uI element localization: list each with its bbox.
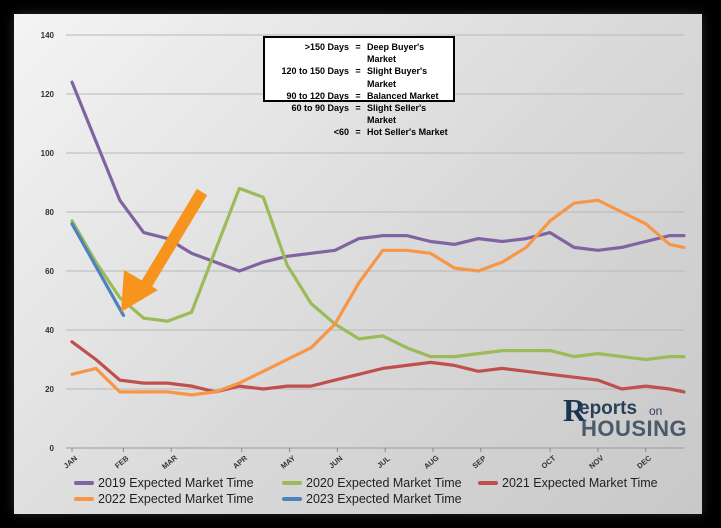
y-axis-ticks: 0 20 40 60 80 100 120 140 bbox=[41, 31, 55, 453]
series-line-2022 bbox=[70, 198, 686, 397]
y-tick-label: 140 bbox=[41, 31, 55, 40]
logo-r: R bbox=[563, 392, 587, 428]
key-equals: = bbox=[355, 90, 361, 101]
legend-label: 2023 Expected Market Time bbox=[306, 492, 462, 506]
x-tick-label: MAY bbox=[279, 454, 297, 471]
arrow-shaft bbox=[137, 188, 208, 294]
x-tick-label: MAR bbox=[160, 453, 179, 471]
series-line-2021 bbox=[70, 340, 686, 394]
legend-item-2022: 2022 Expected Market Time bbox=[74, 492, 254, 506]
legend-label: 2022 Expected Market Time bbox=[98, 492, 254, 506]
logo-on: on bbox=[649, 404, 663, 418]
key-range: 90 to 120 Days bbox=[286, 90, 349, 101]
y-tick-label: 80 bbox=[45, 208, 54, 217]
legend-swatch bbox=[282, 481, 302, 485]
market-key-box: >150 Days = Deep Buyer's Market 120 to 1… bbox=[263, 36, 455, 137]
y-tick-label: 40 bbox=[45, 326, 54, 335]
key-range: 60 to 90 Days bbox=[291, 103, 349, 114]
x-tick-label: NOV bbox=[587, 453, 605, 470]
key-label: Balanced Market bbox=[367, 90, 439, 101]
annotation-arrow bbox=[121, 188, 208, 312]
key-equals: = bbox=[355, 66, 361, 77]
y-tick-label: 20 bbox=[45, 385, 54, 394]
x-tick-label: JAN bbox=[62, 454, 79, 471]
key-row: 90 to 120 Days = Balanced Market bbox=[269, 90, 449, 102]
key-label: Hot Seller's Market bbox=[367, 127, 448, 138]
key-range: <60 bbox=[333, 127, 349, 138]
legend-swatch bbox=[282, 497, 302, 501]
x-tick-label: SEP bbox=[471, 454, 488, 471]
legend-item-2019: 2019 Expected Market Time bbox=[74, 476, 254, 490]
legend-label: 2019 Expected Market Time bbox=[98, 476, 254, 490]
y-tick-label: 100 bbox=[41, 149, 55, 158]
logo-reports: eports bbox=[579, 398, 638, 419]
y-tick-label: 120 bbox=[41, 90, 55, 99]
key-range: 120 to 150 Days bbox=[281, 66, 349, 77]
series-line-2020 bbox=[70, 186, 686, 362]
reports-on-housing-logo: R eports on HOUSING bbox=[563, 392, 688, 441]
legend-swatch bbox=[74, 497, 94, 501]
y-tick-label: 60 bbox=[45, 267, 54, 276]
key-range: >150 Days bbox=[304, 42, 349, 52]
key-equals: = bbox=[355, 127, 361, 138]
arrow-head bbox=[121, 270, 158, 312]
key-equals: = bbox=[355, 42, 361, 52]
x-tick-label: JUL bbox=[375, 454, 392, 470]
x-tick-label: APR bbox=[231, 453, 249, 470]
key-label: Deep Buyer's Market bbox=[367, 42, 425, 65]
x-tick-label: DEC bbox=[635, 453, 653, 470]
gridlines bbox=[66, 34, 684, 449]
x-tick-label: OCT bbox=[540, 453, 558, 470]
key-label: Slight Buyer's Market bbox=[367, 66, 428, 89]
key-row: 60 to 90 Days = Slight Seller's Market bbox=[269, 102, 449, 126]
x-tick-label: FEB bbox=[113, 453, 131, 470]
x-tick-label: AUG bbox=[422, 453, 441, 471]
key-row: >150 Days = Deep Buyer's Market bbox=[269, 41, 449, 65]
legend-swatch bbox=[74, 481, 94, 485]
legend-item-2021: 2021 Expected Market Time bbox=[478, 476, 658, 490]
logo-housing: HOUSING bbox=[581, 416, 688, 441]
y-tick-label: 0 bbox=[50, 444, 55, 453]
key-equals: = bbox=[355, 103, 361, 114]
x-tick-label: JUN bbox=[327, 454, 344, 471]
series-legend: 2019 Expected Market Time 2020 Expected … bbox=[60, 476, 700, 512]
legend-swatch bbox=[478, 481, 498, 485]
series-line-2023 bbox=[70, 222, 126, 317]
legend-item-2020: 2020 Expected Market Time bbox=[282, 476, 462, 490]
key-label: Slight Seller's Market bbox=[367, 103, 427, 126]
legend-item-2023: 2023 Expected Market Time bbox=[282, 492, 462, 506]
key-row: <60 = Hot Seller's Market bbox=[269, 126, 449, 138]
key-row: 120 to 150 Days = Slight Buyer's Market bbox=[269, 65, 449, 89]
legend-label: 2020 Expected Market Time bbox=[306, 476, 462, 490]
x-axis-ticks: JAN FEB MAR APR MAY JUN JUL AUG SEP OCT NOV DEC bbox=[62, 448, 654, 471]
legend-label: 2021 Expected Market Time bbox=[502, 476, 658, 490]
